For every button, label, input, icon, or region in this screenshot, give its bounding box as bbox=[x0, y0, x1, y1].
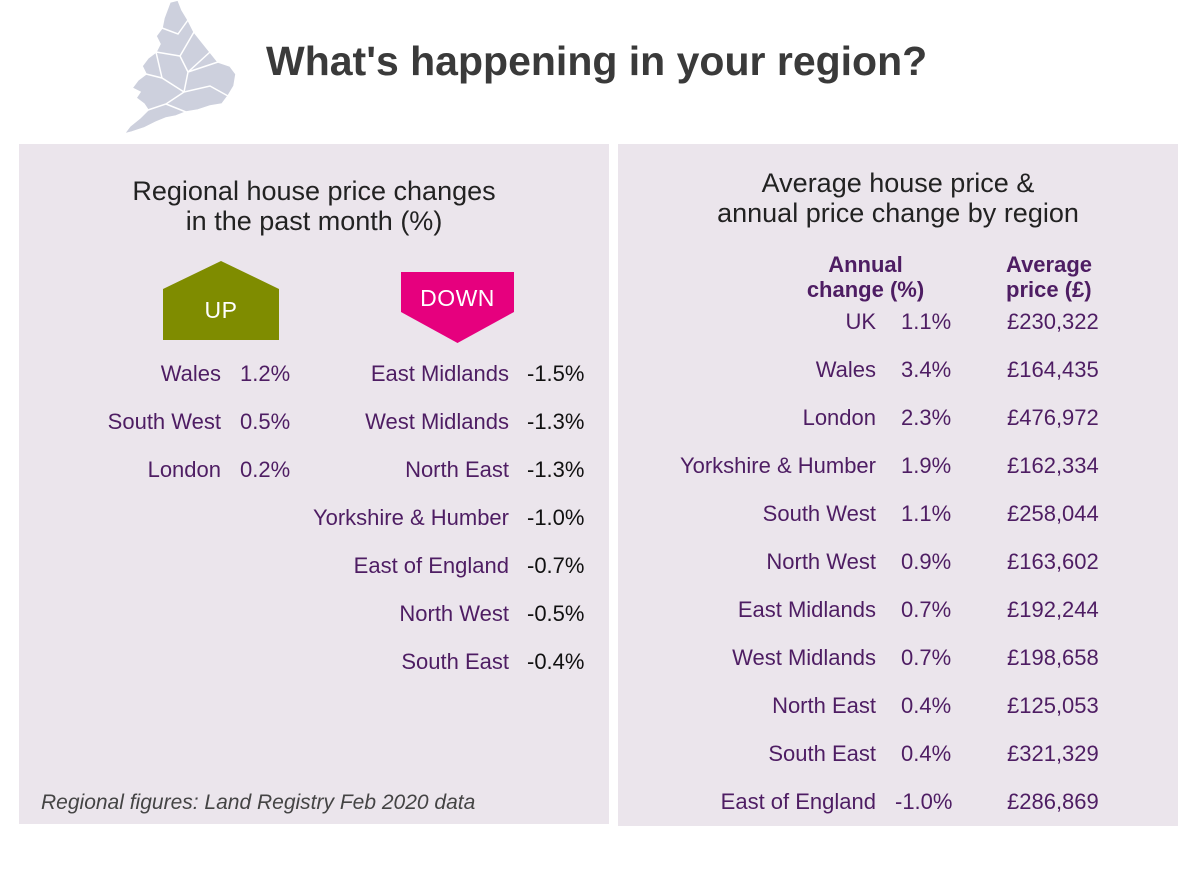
up-label: UP bbox=[204, 297, 238, 323]
table-row-region: Wales bbox=[815, 357, 876, 382]
table-row-region: South West bbox=[762, 501, 876, 526]
table-row-change: 0.9% bbox=[901, 549, 952, 574]
up-value-label: 1.2% bbox=[240, 361, 291, 386]
average-price-header-line2: price (£) bbox=[1006, 277, 1092, 302]
up-value-label: 0.5% bbox=[240, 409, 291, 434]
table-row-change: 1.9% bbox=[901, 453, 952, 478]
down-value-label: -1.3% bbox=[527, 457, 585, 482]
table-row-change: 0.7% bbox=[901, 645, 952, 670]
table-row-region: South East bbox=[768, 741, 876, 766]
table-row-region: East Midlands bbox=[737, 597, 876, 622]
table-row-price: £198,658 bbox=[1007, 645, 1099, 670]
down-region-label: East Midlands bbox=[370, 361, 509, 386]
table-row-price: £192,244 bbox=[1007, 597, 1099, 622]
down-value-label: -0.7% bbox=[527, 553, 585, 578]
down-value-label: -0.5% bbox=[527, 601, 585, 626]
table-row-region: Yorkshire & Humber bbox=[679, 453, 876, 478]
table-row-change: 3.4% bbox=[901, 357, 952, 382]
up-region-label: Wales bbox=[160, 361, 221, 386]
down-region-label: North East bbox=[405, 457, 509, 482]
source-note: Regional figures: Land Registry Feb 2020… bbox=[41, 791, 476, 814]
table-row-region: West Midlands bbox=[732, 645, 876, 670]
table-row-price: £286,869 bbox=[1007, 789, 1099, 814]
down-value-label: -1.3% bbox=[527, 409, 585, 434]
table-row-price: £164,435 bbox=[1007, 357, 1099, 382]
table-row-price: £321,329 bbox=[1007, 741, 1099, 766]
table-row-price: £125,053 bbox=[1007, 693, 1099, 718]
down-value-label: -1.0% bbox=[527, 505, 585, 530]
up-badge: UP bbox=[163, 261, 279, 340]
down-region-label: South East bbox=[401, 649, 509, 674]
down-arrow-icon bbox=[401, 272, 514, 343]
monthly-change-heading-line1: Regional house price changes bbox=[132, 176, 496, 206]
down-region-label: Yorkshire & Humber bbox=[312, 505, 509, 530]
table-row-region: London bbox=[802, 405, 876, 430]
table-row-price: £163,602 bbox=[1007, 549, 1099, 574]
table-row-change: 2.3% bbox=[901, 405, 952, 430]
up-house-arrow-icon bbox=[163, 261, 279, 340]
table-row-change: 0.7% bbox=[901, 597, 952, 622]
table-row-region: North West bbox=[766, 549, 876, 574]
down-region-label: East of England bbox=[353, 553, 509, 578]
average-price-heading-line2: annual price change by region bbox=[717, 198, 1079, 228]
table-row-change: -1.0% bbox=[895, 789, 953, 814]
table-row-change: 0.4% bbox=[901, 693, 952, 718]
monthly-change-heading: Regional house price changes in the past… bbox=[19, 176, 609, 236]
table-row-price: £230,322 bbox=[1007, 309, 1099, 334]
down-value-label: -0.4% bbox=[527, 649, 585, 674]
down-region-label: North West bbox=[399, 601, 509, 626]
page-title: What's happening in your region? bbox=[266, 38, 928, 84]
average-price-column-header: Average price (£) bbox=[1006, 252, 1092, 302]
table-row-price: £476,972 bbox=[1007, 405, 1099, 430]
down-value-label: -1.5% bbox=[527, 361, 585, 386]
monthly-change-heading-line2: in the past month (%) bbox=[185, 206, 443, 236]
up-region-label: South West bbox=[107, 409, 221, 434]
table-row-change: 0.4% bbox=[901, 741, 952, 766]
table-row-price: £258,044 bbox=[1007, 501, 1099, 526]
monthly-change-panel: Regional house price changes in the past… bbox=[19, 144, 609, 824]
average-price-panel: Average house price & annual price chang… bbox=[618, 144, 1178, 826]
average-price-heading-line1: Average house price & bbox=[761, 168, 1035, 198]
down-label: DOWN bbox=[420, 285, 495, 311]
up-value-label: 0.2% bbox=[240, 457, 291, 482]
table-row-region: North East bbox=[772, 693, 876, 718]
down-badge: DOWN bbox=[401, 272, 514, 343]
table-row-change: 1.1% bbox=[901, 309, 952, 334]
table-row-change: 1.1% bbox=[901, 501, 952, 526]
annual-change-column-header: Annual change (%) bbox=[798, 252, 933, 302]
annual-change-header-line2: change (%) bbox=[806, 277, 925, 302]
average-price-header-line1: Average bbox=[1006, 252, 1093, 277]
table-row-region: East of England bbox=[720, 789, 876, 814]
down-region-label: West Midlands bbox=[365, 409, 509, 434]
england-wales-map-icon bbox=[122, 0, 237, 136]
average-price-heading: Average house price & annual price chang… bbox=[618, 168, 1178, 228]
up-region-label: London bbox=[147, 457, 221, 482]
table-row-price: £162,334 bbox=[1007, 453, 1099, 478]
annual-change-header-line1: Annual bbox=[828, 252, 903, 277]
table-row-region: UK bbox=[845, 309, 876, 334]
